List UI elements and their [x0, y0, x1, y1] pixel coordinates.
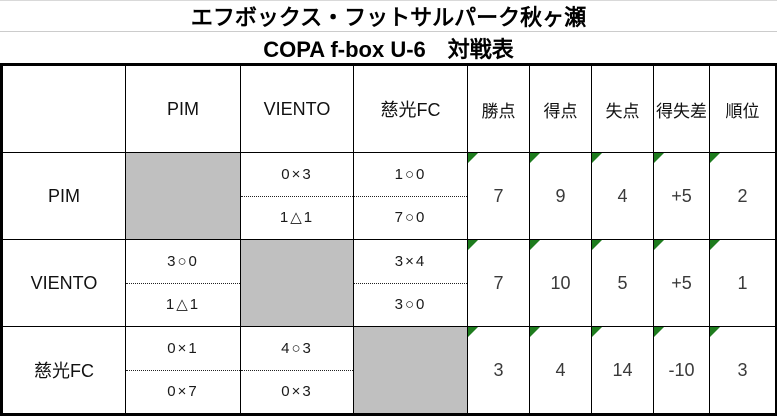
error-marker-icon [468, 327, 479, 338]
stat-cell-goals-against: 4 [591, 152, 654, 240]
stat-cell-goals-for: 9 [529, 152, 592, 240]
col-header-pim: PIM [125, 64, 241, 153]
stat-cell-goals-for: 4 [529, 326, 592, 415]
stat-value: 4 [617, 185, 628, 206]
match-score-top: 4○3 [281, 340, 313, 357]
stat-value: 9 [555, 185, 566, 206]
stat-cell-win-points: 3 [467, 326, 530, 415]
error-marker-icon [592, 153, 603, 164]
stat-cell-goals-for: 10 [529, 239, 592, 327]
error-marker-icon [654, 240, 665, 251]
match-score-top: 1○0 [394, 166, 427, 183]
stat-value: 1 [737, 272, 748, 293]
stat-cell-goals-against: 5 [591, 239, 654, 327]
error-marker-icon [710, 240, 721, 251]
match-cell: 3○0 1△1 [125, 239, 241, 327]
match-score-bottom: 1△1 [241, 196, 353, 239]
row-header-pim: PIM [1, 152, 126, 240]
error-marker-icon [530, 153, 541, 164]
stat-value: 3 [737, 359, 748, 380]
match-cell: 0×1 0×7 [125, 326, 241, 415]
error-marker-icon [654, 327, 665, 338]
match-score-top: 0×1 [167, 340, 199, 357]
self-match-cell [240, 239, 354, 327]
page-subtitle: COPA f-box U-6 対戦表 [263, 36, 514, 62]
row-header-jikofc: 慈光FC [1, 326, 126, 415]
stat-value: 14 [612, 359, 633, 380]
row-header-viento: VIENTO [1, 239, 126, 327]
error-marker-icon [592, 327, 603, 338]
col-header-viento: VIENTO [240, 64, 354, 153]
error-marker-icon [710, 327, 721, 338]
stat-value: 4 [555, 359, 566, 380]
standings-table: PIM VIENTO 慈光FC 勝点 得点 失点 得失差 順位 PIM 0×3 … [0, 63, 777, 416]
table-row: PIM 0×3 1△1 1○0 7○0 7 9 4 +5 2 [1, 152, 777, 240]
self-match-cell [125, 152, 241, 240]
error-marker-icon [468, 240, 479, 251]
stat-value: +5 [671, 185, 692, 206]
stat-value: 2 [737, 185, 748, 206]
error-marker-icon [710, 153, 721, 164]
table-row: 慈光FC 0×1 0×7 4○3 0×3 3 4 14 -10 3 [1, 326, 777, 415]
col-header-goals-against: 失点 [591, 64, 654, 153]
match-cell: 1○0 7○0 [353, 152, 468, 240]
col-header-goal-diff: 得失差 [653, 64, 710, 153]
error-marker-icon [530, 327, 541, 338]
stat-cell-goals-against: 14 [591, 326, 654, 415]
col-header-goals-for: 得点 [529, 64, 592, 153]
error-marker-icon [654, 153, 665, 164]
match-score-bottom: 1△1 [126, 283, 240, 326]
error-marker-icon [468, 153, 479, 164]
stat-cell-goal-diff: +5 [653, 152, 710, 240]
match-cell: 4○3 0×3 [240, 326, 354, 415]
stat-cell-rank: 3 [709, 326, 777, 415]
stat-cell-goal-diff: +5 [653, 239, 710, 327]
match-cell: 0×3 1△1 [240, 152, 354, 240]
error-marker-icon [530, 240, 541, 251]
stat-cell-rank: 2 [709, 152, 777, 240]
stat-value: 5 [617, 272, 628, 293]
stat-cell-goal-diff: -10 [653, 326, 710, 415]
col-header-rank: 順位 [709, 64, 777, 153]
col-header-win-points: 勝点 [467, 64, 530, 153]
self-match-cell [353, 326, 468, 415]
match-score-bottom: 7○0 [354, 196, 467, 239]
stat-value: 7 [493, 185, 504, 206]
match-score-top: 0×3 [281, 166, 313, 183]
page-title: エフボックス・フットサルパーク秋ヶ瀬 [0, 1, 777, 32]
stat-value: 3 [493, 359, 504, 380]
stat-cell-win-points: 7 [467, 239, 530, 327]
match-score-top: 3×4 [394, 253, 427, 270]
stat-value: 10 [550, 272, 571, 293]
stat-value: 7 [493, 272, 504, 293]
match-cell: 3×4 3○0 [353, 239, 468, 327]
corner-cell [1, 64, 126, 153]
col-header-jikofc: 慈光FC [353, 64, 468, 153]
table-row: VIENTO 3○0 1△1 3×4 3○0 7 10 5 +5 1 [1, 239, 777, 327]
stat-cell-win-points: 7 [467, 152, 530, 240]
stat-value: -10 [668, 359, 695, 380]
stat-cell-rank: 1 [709, 239, 777, 327]
match-score-bottom: 0×7 [126, 370, 240, 413]
match-score-bottom: 3○0 [354, 283, 467, 326]
match-score-bottom: 0×3 [241, 370, 353, 413]
stat-value: +5 [671, 272, 692, 293]
error-marker-icon [592, 240, 603, 251]
match-score-top: 3○0 [167, 253, 199, 270]
